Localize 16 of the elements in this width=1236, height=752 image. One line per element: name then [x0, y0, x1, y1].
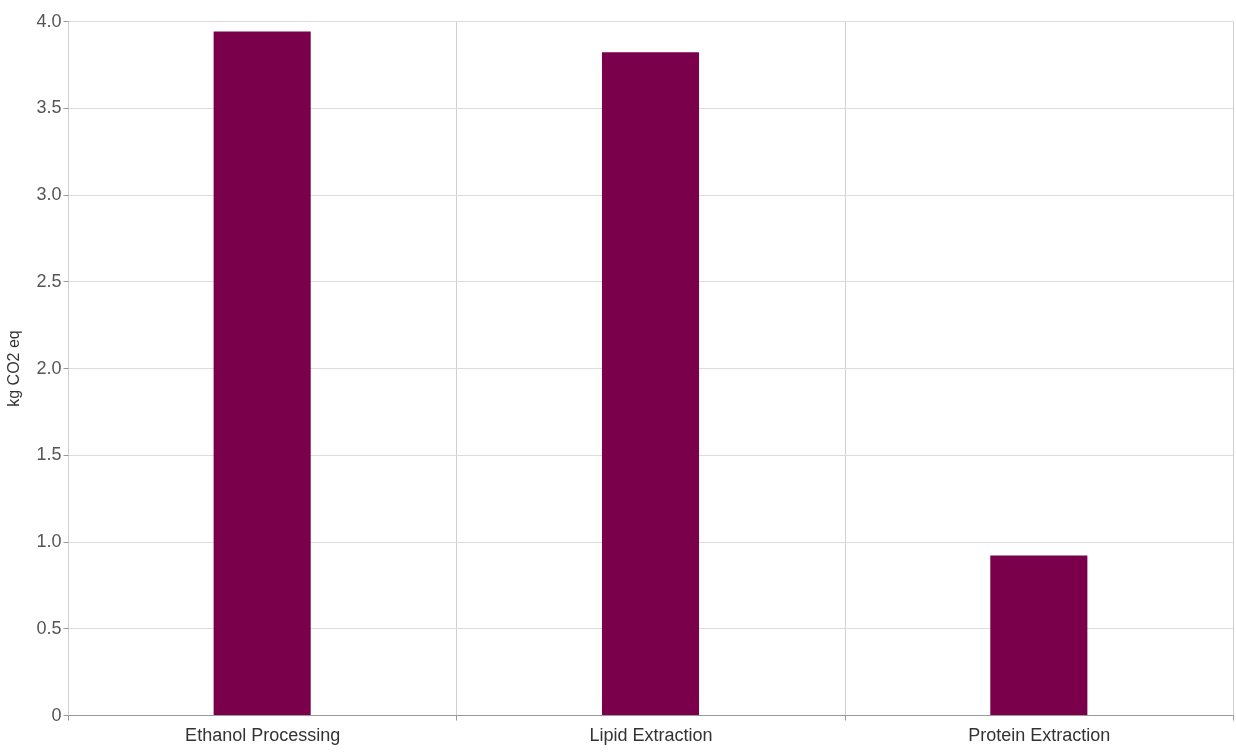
y-tick-label: 0.5 — [36, 617, 62, 638]
bar — [213, 31, 311, 715]
x-tick-label: Protein Extraction — [968, 724, 1111, 745]
y-tick-label: 1.5 — [36, 444, 62, 465]
y-tick-label: 1.0 — [36, 531, 62, 551]
y-tick-label: 2.0 — [36, 357, 62, 378]
x-tick-label: Ethanol Processing — [185, 724, 341, 745]
y-axis-title: kg CO2 eq — [5, 330, 23, 407]
y-tick-label: 3.0 — [36, 184, 62, 204]
y-tick-label: 2.5 — [36, 270, 62, 291]
bar — [601, 52, 700, 715]
bar — [990, 555, 1088, 715]
y-tick-label: 4.0 — [36, 10, 62, 31]
y-tick-label: 3.5 — [36, 97, 62, 118]
y-tick-label: 0 — [51, 704, 62, 725]
x-tick-label: Lipid Extraction — [589, 724, 713, 745]
